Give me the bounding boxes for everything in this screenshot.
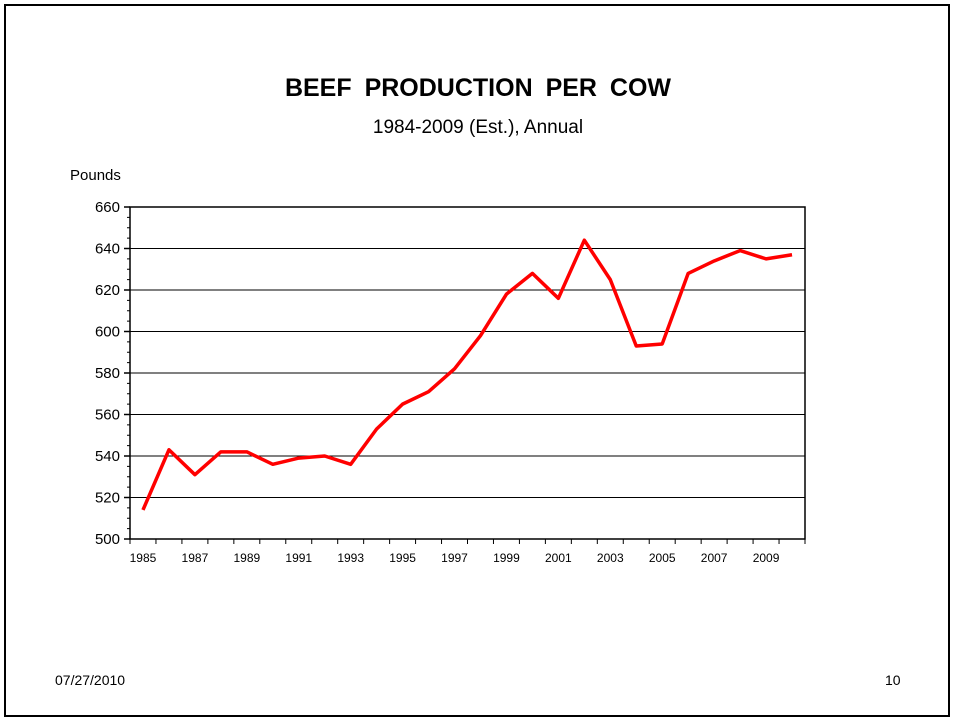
x-tick-label: 1987 [182,551,209,565]
chart-subtitle: 1984-2009 (Est.), Annual [372,117,584,138]
y-tick-label: 620 [95,282,120,299]
x-tick-label: 1985 [130,551,157,565]
x-tick-label: 1993 [337,551,364,565]
grid-lines [130,248,805,498]
x-tick-label: 1995 [389,551,416,565]
x-tick-label: 2003 [597,551,624,565]
y-tick-label: 520 [95,490,120,507]
x-tick-label: 2001 [545,551,572,565]
x-tick-label: 1989 [233,551,260,565]
x-axis-ticks: 1985 1987 1989 1991 1993 1995 1997 1999 2001 2003… [129,539,806,565]
footer-date: 07/27/2010 [55,672,126,688]
y-axis-label: Pounds [70,167,121,184]
chart-title: BEEF PRODUCTION PER COW [284,74,672,102]
y-tick-label: 500 [95,531,120,548]
slide-frame [4,4,950,717]
x-tick-label: 1991 [285,551,312,565]
y-tick-label: 580 [95,365,120,382]
y-tick-label: 660 [95,199,120,216]
y-tick-label: 600 [95,324,120,341]
y-axis-ticks: 500 520 540 560 580 600 620 640 660 [95,199,130,548]
x-tick-label: 2007 [701,551,728,565]
x-tick-label: 2009 [753,551,780,565]
y-tick-label: 560 [95,407,120,424]
y-tick-label: 640 [95,241,120,258]
x-tick-label: 1999 [493,551,520,565]
y-tick-label: 540 [95,448,120,465]
footer-page-number: 10 [885,672,901,688]
series-line-beef-per-cow [141,238,793,511]
x-tick-label: 1997 [441,551,468,565]
x-tick-label: 2005 [649,551,676,565]
